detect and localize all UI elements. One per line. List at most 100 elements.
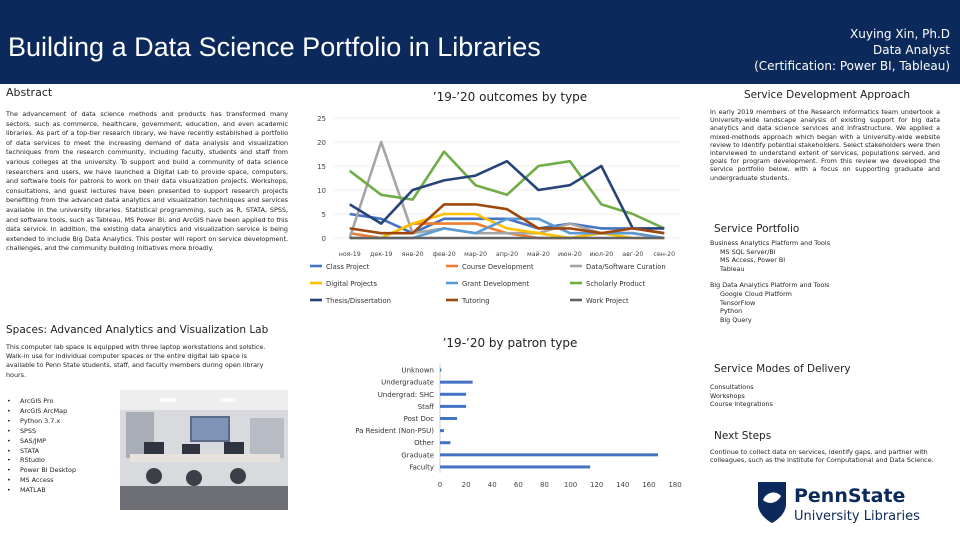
x-tick-label: 80 bbox=[540, 481, 549, 489]
y-tick-label: Undergraduate bbox=[381, 379, 434, 387]
next-steps-body: Continue to collect data on services, id… bbox=[710, 448, 934, 465]
software-list: ArcGIS Pro ArcGIS ArcMap Python 3.7.x SP… bbox=[7, 397, 76, 496]
y-tick-label: Faculty bbox=[409, 463, 434, 471]
bar bbox=[440, 417, 457, 420]
list-item: Tableau bbox=[720, 264, 745, 273]
x-tick-label: 0 bbox=[438, 481, 442, 489]
pennstate-logo: PennState University Libraries bbox=[758, 482, 920, 524]
poster-title: Building a Data Science Portfolio in Lib… bbox=[8, 32, 541, 62]
list-item: STATA bbox=[7, 447, 76, 457]
x-tick-label: 160 bbox=[642, 481, 655, 489]
legend-label: Scholarly Product bbox=[586, 280, 646, 288]
x-tick-label: 180 bbox=[668, 481, 681, 489]
legend-label: Data/Software Curation bbox=[586, 263, 666, 271]
portfolio-group-title: Big Data Analytics Platform and Tools bbox=[710, 281, 830, 290]
approach-heading: Service Development Approach bbox=[743, 89, 911, 101]
list-item: TensorFlow bbox=[720, 298, 756, 307]
x-tick-label: апр-20 bbox=[496, 251, 518, 258]
x-tick-label: ноя-19 bbox=[339, 251, 361, 258]
x-tick-label: май-20 bbox=[527, 250, 550, 258]
list-item: MS SQL Server/BI bbox=[720, 247, 776, 256]
x-tick-label: дек-19 bbox=[370, 251, 392, 258]
x-tick-label: июл-20 bbox=[590, 251, 614, 258]
list-item: SAS/JMP bbox=[7, 437, 76, 447]
patron-bar-chart: 0 20 40 60 80 100 120 140 160 180 Unknown Undergrad… bbox=[355, 364, 682, 489]
list-item: Python bbox=[720, 307, 743, 316]
modes-section: Service Modes of Delivery Consultations … bbox=[710, 363, 944, 409]
list-item: MATLAB bbox=[7, 486, 76, 496]
x-tick-label: сен-20 bbox=[653, 251, 675, 258]
next-steps-heading: Next Steps bbox=[714, 430, 772, 442]
list-item: Google Cloud Platform bbox=[720, 289, 792, 298]
list-item: Power BI Desktop bbox=[7, 466, 76, 476]
y-tick-label: Other bbox=[414, 439, 434, 447]
x-tick-label: авг-20 bbox=[622, 251, 643, 258]
bar bbox=[440, 380, 473, 384]
author-certification: (Certification: Power BI, Tableau) bbox=[754, 59, 950, 73]
y-tick-label: 15 bbox=[317, 163, 326, 171]
series-line bbox=[348, 150, 665, 230]
series-line bbox=[349, 212, 665, 240]
lab-photo bbox=[120, 390, 288, 510]
author-block: Xuying Xin, Ph.D Data Analyst (Certifica… bbox=[754, 26, 950, 74]
spaces-body: This computer lab space is equipped with… bbox=[6, 343, 266, 379]
y-tick-label: Undergrad: SHC bbox=[378, 391, 434, 399]
y-tick-label: Post Doc bbox=[404, 415, 435, 423]
bar bbox=[440, 429, 444, 433]
bar bbox=[440, 441, 451, 445]
x-tick-label: 100 bbox=[564, 481, 577, 489]
series-line bbox=[349, 203, 665, 235]
portfolio-section: Service Portfolio Business Analytics Pla… bbox=[710, 223, 944, 324]
modes-heading: Service Modes of Delivery bbox=[714, 363, 851, 375]
bar bbox=[440, 368, 442, 372]
approach-body: In early 2019 members of the Research In… bbox=[710, 108, 940, 182]
author-role: Data Analyst bbox=[872, 43, 950, 57]
approach-section: Service Development Approach In early 20… bbox=[710, 89, 944, 182]
x-tick-label: янв-20 bbox=[402, 251, 424, 258]
abstract-section: Abstract bbox=[6, 86, 296, 99]
y-tick-label: 20 bbox=[317, 139, 326, 147]
abstract-heading: Abstract bbox=[6, 86, 53, 99]
list-item: ArcGIS ArcMap bbox=[7, 407, 76, 417]
list-item: ArcGIS Pro bbox=[7, 397, 76, 407]
chart2-title: ’19-’20 by patron type bbox=[442, 336, 578, 350]
legend-label: Course Development bbox=[462, 263, 534, 271]
next-steps-section: Next Steps Continue to collect data on s… bbox=[710, 430, 944, 464]
list-item: Big Query bbox=[720, 315, 752, 324]
y-tick-label: Pa Resident (Non-PSU) bbox=[355, 427, 434, 435]
legend-label: Tutoring bbox=[461, 297, 490, 305]
legend-label: Digital Projects bbox=[326, 280, 377, 288]
outcomes-line-chart: 0 5 10 15 20 25 ноя-19 дек-19 янв-20 фев-20 мар-20… bbox=[310, 115, 680, 305]
list-item: RStudio bbox=[7, 456, 76, 466]
bar bbox=[440, 453, 659, 457]
list-item: Workshops bbox=[710, 391, 745, 400]
x-tick-label: 20 bbox=[462, 481, 471, 489]
list-item: Consultations bbox=[710, 383, 754, 391]
abstract-body: The advancement of data science methods … bbox=[6, 110, 288, 253]
spaces-heading: Spaces: Advanced Analytics and Visualiza… bbox=[6, 324, 269, 336]
x-tick-label: июн-20 bbox=[558, 251, 582, 258]
bar bbox=[440, 404, 467, 408]
x-tick-label: 120 bbox=[590, 481, 603, 489]
list-item: MS Access, Power BI bbox=[720, 256, 786, 265]
y-tick-label: Staff bbox=[418, 403, 434, 411]
legend-label: Thesis/Dissertation bbox=[325, 297, 391, 305]
portfolio-heading: Service Portfolio bbox=[714, 223, 800, 235]
logo-wordmark: PennState bbox=[794, 485, 905, 507]
x-tick-label: 60 bbox=[514, 481, 523, 489]
bar bbox=[440, 392, 467, 396]
y-tick-label: 0 bbox=[322, 235, 326, 243]
y-tick-label: 25 bbox=[317, 115, 326, 123]
series-line bbox=[349, 159, 665, 230]
y-tick-label: Unknown bbox=[402, 367, 435, 375]
x-tick-label: фев-20 bbox=[432, 251, 455, 258]
y-tick-label: 10 bbox=[317, 187, 326, 195]
legend-label: Work Project bbox=[586, 297, 629, 305]
author-name: Xuying Xin, Ph.D bbox=[850, 27, 950, 41]
y-tick-label: Graduate bbox=[401, 451, 434, 459]
list-item: Course integrations bbox=[710, 400, 773, 409]
x-tick-label: 40 bbox=[488, 481, 497, 489]
list-item: Python 3.7.x bbox=[7, 417, 76, 427]
x-tick-label: мар-20 bbox=[464, 251, 487, 258]
bar bbox=[440, 465, 591, 469]
